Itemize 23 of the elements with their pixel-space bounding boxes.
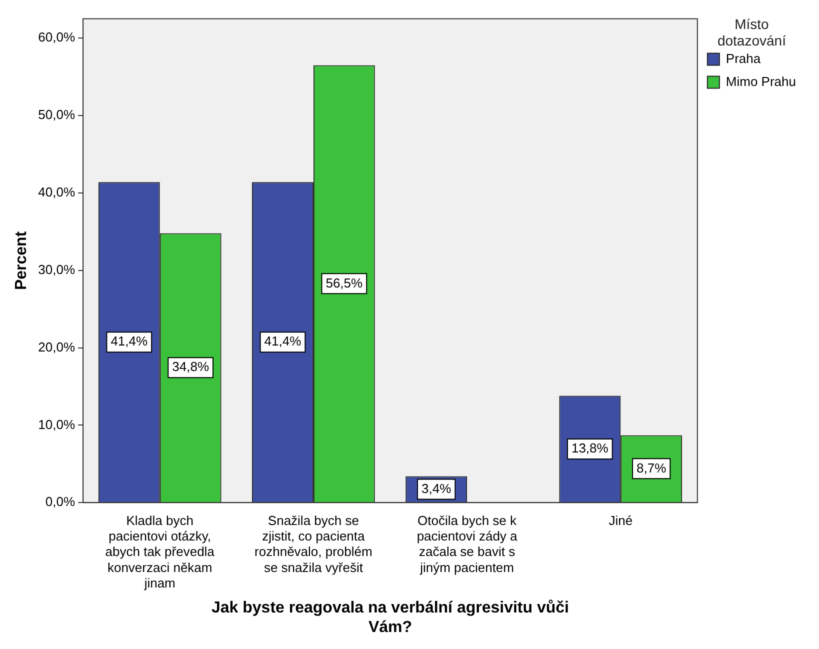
legend-label: Mimo Prahu	[726, 74, 796, 89]
y-axis-title: Percent	[13, 230, 30, 290]
y-tick-label: 50,0%	[38, 107, 76, 122]
y-tick-label: 20,0%	[38, 339, 76, 354]
data-label: 13,8%	[571, 440, 609, 456]
x-tick-label: Snažila bych se zjistit, co pacienta rozhněvalo, problém se snažila vyřešit	[254, 512, 372, 575]
data-label: 34,8%	[172, 359, 210, 374]
legend-label: Praha	[726, 50, 762, 66]
y-tick-label: 10,0%	[38, 416, 76, 432]
data-label: 8,7%	[636, 460, 667, 476]
x-axis-title: Jak byste reagovala na verbální agresivitu vůči Vám?	[211, 600, 569, 636]
y-tick-label: 0,0%	[45, 494, 76, 510]
y-tick-label: 60,0%	[38, 30, 76, 45]
x-tick-label: Otočila bych se k pacientovi zády a začala se bavit s jiným pacientem	[416, 512, 518, 575]
data-label: 41,4%	[110, 334, 148, 349]
data-label: 56,5%	[326, 275, 364, 290]
x-tick-label: Kladla bych pacientovi otázky, abych tak převedla konverzaci někam jinam	[105, 512, 216, 590]
data-label: 3,4%	[422, 480, 452, 496]
y-tick-label: 40,0%	[38, 184, 76, 200]
legend-title: Místo dotazování	[717, 16, 786, 49]
y-tick-label: 30,0%	[38, 262, 76, 277]
data-label: 41,4%	[264, 334, 302, 349]
x-tick-label: Jiné	[608, 512, 633, 528]
